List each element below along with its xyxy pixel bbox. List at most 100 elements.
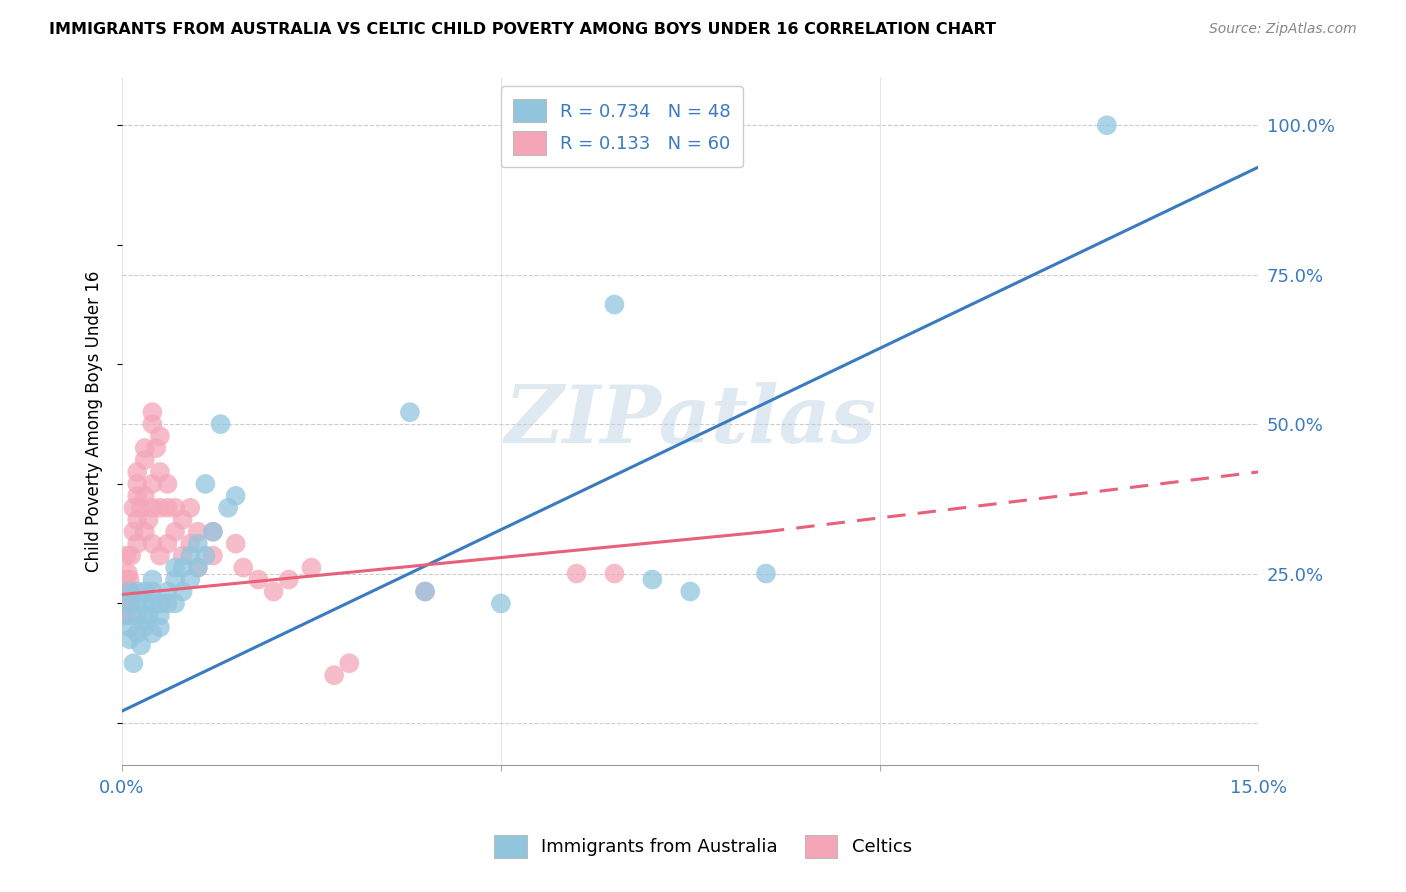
Point (141, 476, 163, 491)
Point (301, 560, 323, 574)
Point (149, 465, 172, 479)
Point (165, 524, 187, 539)
Point (122, 524, 145, 539)
Point (232, 560, 254, 574)
Point (156, 476, 179, 491)
Point (118, 608, 141, 623)
Point (122, 500, 145, 515)
Point (399, 405, 422, 419)
Point (187, 560, 209, 574)
Point (120, 549, 142, 563)
Point (149, 500, 172, 515)
Point (165, 573, 187, 587)
Point (187, 536, 209, 550)
Point (149, 608, 172, 623)
Point (127, 465, 149, 479)
Point (118, 573, 141, 587)
Y-axis label: Child Poverty Among Boys Under 16: Child Poverty Among Boys Under 16 (86, 270, 103, 572)
Point (134, 441, 156, 455)
Point (194, 549, 217, 563)
Point (263, 584, 285, 599)
Point (225, 489, 247, 503)
Point (201, 524, 224, 539)
Point (122, 657, 145, 671)
Point (114, 584, 136, 599)
Point (141, 536, 163, 550)
Legend: Immigrants from Australia, Celtics: Immigrants from Australia, Celtics (486, 828, 920, 865)
Point (149, 620, 172, 634)
Point (149, 597, 172, 611)
Point (277, 573, 299, 587)
Point (172, 549, 194, 563)
Point (149, 429, 172, 443)
Point (603, 566, 626, 581)
Point (179, 500, 201, 515)
Point (134, 524, 156, 539)
Point (141, 584, 163, 599)
Point (165, 500, 187, 515)
Point (489, 597, 512, 611)
Point (118, 597, 141, 611)
Point (172, 584, 194, 599)
Point (141, 573, 163, 587)
Point (127, 536, 149, 550)
Text: ZIPatlas: ZIPatlas (505, 383, 876, 460)
Point (217, 500, 239, 515)
Point (172, 513, 194, 527)
Point (127, 597, 149, 611)
Point (134, 453, 156, 467)
Point (603, 297, 626, 311)
Legend: R = 0.734   N = 48, R = 0.133   N = 60: R = 0.734 N = 48, R = 0.133 N = 60 (501, 87, 744, 167)
Point (112, 597, 135, 611)
Point (141, 405, 163, 419)
Point (141, 597, 163, 611)
Point (679, 584, 702, 599)
Point (115, 549, 138, 563)
Point (117, 566, 139, 581)
Point (165, 597, 187, 611)
Point (118, 597, 141, 611)
Point (201, 549, 224, 563)
Point (209, 417, 232, 431)
Point (413, 584, 436, 599)
Point (118, 584, 141, 599)
Point (156, 500, 179, 515)
Point (156, 536, 179, 550)
Point (118, 632, 141, 647)
Point (201, 524, 224, 539)
Point (149, 549, 172, 563)
Point (127, 626, 149, 640)
Point (112, 608, 135, 623)
Point (127, 584, 149, 599)
Point (187, 560, 209, 574)
Point (225, 536, 247, 550)
Point (337, 657, 360, 671)
Point (115, 597, 138, 611)
Point (138, 513, 160, 527)
Point (127, 513, 149, 527)
Point (118, 620, 141, 634)
Point (134, 620, 156, 634)
Point (127, 608, 149, 623)
Point (179, 573, 201, 587)
Point (141, 626, 163, 640)
Point (134, 489, 156, 503)
Point (134, 615, 156, 629)
Point (323, 668, 346, 682)
Text: Source: ZipAtlas.com: Source: ZipAtlas.com (1209, 22, 1357, 37)
Point (115, 608, 138, 623)
Point (247, 573, 270, 587)
Point (115, 573, 138, 587)
Point (641, 573, 664, 587)
Point (156, 597, 179, 611)
Point (141, 500, 163, 515)
Text: IMMIGRANTS FROM AUSTRALIA VS CELTIC CHILD POVERTY AMONG BOYS UNDER 16 CORRELATIO: IMMIGRANTS FROM AUSTRALIA VS CELTIC CHIL… (49, 22, 997, 37)
Point (179, 536, 201, 550)
Point (179, 549, 201, 563)
Point (134, 584, 156, 599)
Point (165, 560, 187, 574)
Point (118, 584, 141, 599)
Point (413, 584, 436, 599)
Point (129, 500, 152, 515)
Point (127, 476, 149, 491)
